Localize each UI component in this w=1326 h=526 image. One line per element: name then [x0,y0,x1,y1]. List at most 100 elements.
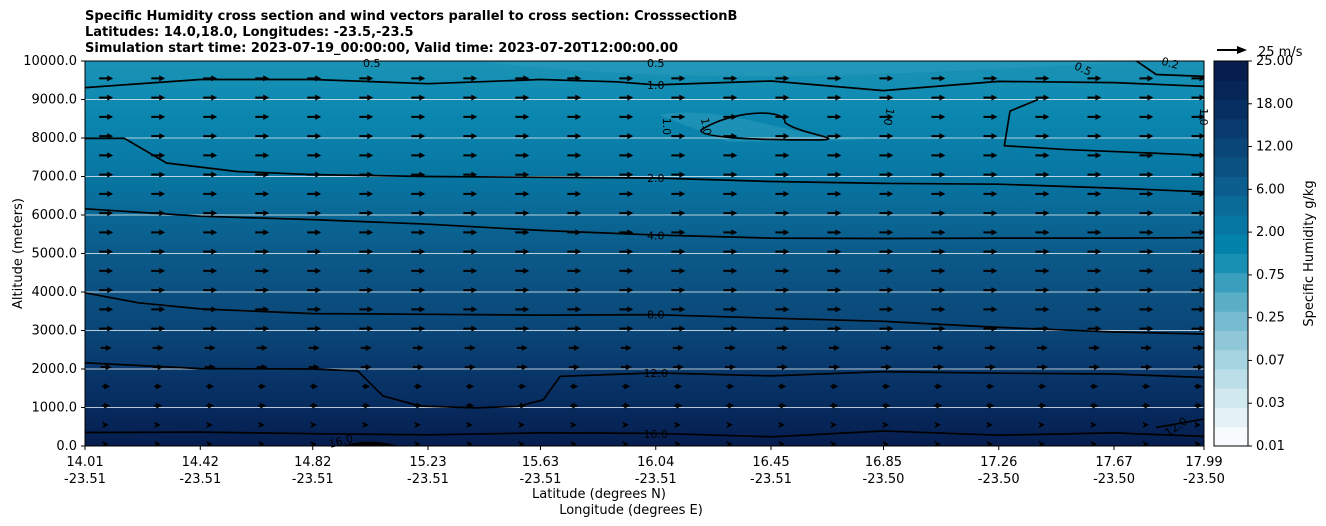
wind-vector-7-9 [463,267,478,274]
wind-vector-1-6 [151,325,166,332]
wind-vector-4-13 [307,190,322,197]
wind-vector-21-0 [1194,441,1201,446]
wind-vector-17-19 [983,75,998,82]
colorbar-tick-label-7: 12.00 [1256,140,1293,155]
wind-vector-17-5 [984,344,996,351]
wind-vector-2-5 [204,344,216,351]
wind-vector-0-4 [100,364,112,371]
contour-4.0 [85,207,1204,240]
wind-vector-9-10 [567,248,582,255]
wind-vector-9-7 [567,306,582,313]
wind-vector-0-18 [99,94,114,101]
wind-vector-0-13 [99,190,114,197]
wind-vector-19-3 [1090,383,1099,390]
wind-vector-13-19 [775,75,790,82]
wind-vector-18-12 [1035,210,1050,217]
contour-label-5: 1.0 [660,118,673,136]
wind-vector-8-10 [515,248,530,255]
wind-vector-6-17 [411,113,426,120]
wind-vector-14-13 [827,190,842,197]
wind-vector-10-18 [619,94,634,101]
wind-vector-4-8 [307,287,322,294]
x-tick-lon-8: -23.50 [978,472,1020,487]
wind-vector-21-18 [1191,94,1204,101]
x-tick-lat-3: 15.23 [409,455,446,470]
x-tick-lat-8: 17.26 [980,455,1017,470]
y-tick-label-3: 3000.0 [32,324,78,339]
wind-vector-15-7 [879,306,894,313]
wind-vector-7-16 [463,133,478,140]
wind-vector-18-13 [1035,190,1050,197]
wind-vector-11-6 [671,325,686,332]
wind-vector-18-1 [1038,421,1045,428]
wind-vector-17-7 [983,306,998,313]
quiver-key-label: 25 m/s [1258,45,1303,60]
y-tick-label-9: 9000.0 [32,93,78,108]
wind-vector-16-13 [931,190,946,197]
wind-vector-8-13 [515,190,530,197]
y-tick-label-4: 4000.0 [32,285,78,300]
wind-vector-10-0 [622,441,629,446]
wind-vector-1-1 [154,421,161,428]
wind-vector-21-14 [1191,171,1204,178]
wind-vector-8-18 [515,94,530,101]
wind-vector-2-9 [203,267,218,274]
colorbar-tick-label-3: 0.25 [1256,311,1285,326]
wind-vector-0-2 [102,402,111,409]
wind-vector-16-6 [931,325,946,332]
colorbar-swatch-6 [1214,311,1248,331]
colorbar-swatch-12 [1214,195,1248,216]
wind-vector-14-16 [827,133,842,140]
wind-vector-18-18 [1035,94,1050,101]
wind-vector-2-18 [203,94,218,101]
wind-vector-12-18 [723,94,738,101]
wind-vector-18-16 [1035,133,1050,140]
colorbar-swatch-1 [1214,407,1248,428]
wind-vector-13-5 [776,344,788,351]
wind-vector-14-8 [827,287,842,294]
contour-0.5-branch [1136,61,1204,78]
contour-label-13: 16.0 [643,428,668,441]
wind-vector-21-5 [1192,344,1204,351]
wind-vector-4-6 [307,325,322,332]
wind-vector-8-9 [515,267,530,274]
wind-vector-13-1 [778,421,785,428]
wind-vector-14-1 [830,421,837,428]
wind-vector-0-0 [102,441,109,446]
wind-vector-21-7 [1191,306,1204,313]
wind-vector-14-7 [827,306,842,313]
wind-vector-5-18 [359,94,374,101]
wind-vector-17-0 [986,441,993,446]
wind-vector-9-17 [567,113,582,120]
wind-vector-4-0 [310,441,317,446]
wind-vector-18-10 [1035,248,1050,255]
wind-vector-5-16 [359,133,374,140]
wind-vector-16-18 [931,94,946,101]
wind-vector-7-7 [463,306,478,313]
wind-vector-19-9 [1087,267,1102,274]
contour-1.0-branch [1003,98,1204,157]
colorbar-swatch-17 [1214,99,1248,120]
wind-vector-19-15 [1087,152,1102,159]
colorbar-swatch-9 [1214,253,1248,274]
wind-vector-3-0 [258,441,265,446]
wind-vector-8-17 [515,113,530,120]
wind-vector-13-10 [775,248,790,255]
wind-vector-14-3 [830,383,839,390]
wind-vector-3-11 [255,229,270,236]
wind-vector-10-19 [619,75,634,82]
x-tick-lat-6: 16.45 [752,455,789,470]
wind-vector-16-17 [931,113,946,120]
wind-vector-6-7 [411,306,426,313]
wind-vector-8-6 [515,325,530,332]
colorbar-swatch-7 [1214,292,1248,312]
wind-vector-0-3 [102,383,111,390]
wind-vector-12-14 [723,171,738,178]
wind-vector-19-2 [1090,402,1099,409]
x-tick-lon-7: -23.50 [863,472,905,487]
wind-vector-6-1 [414,421,421,428]
wind-vector-6-10 [411,248,426,255]
wind-vector-14-5 [828,344,840,351]
wind-vector-15-2 [882,402,891,409]
wind-vector-15-9 [879,267,894,274]
